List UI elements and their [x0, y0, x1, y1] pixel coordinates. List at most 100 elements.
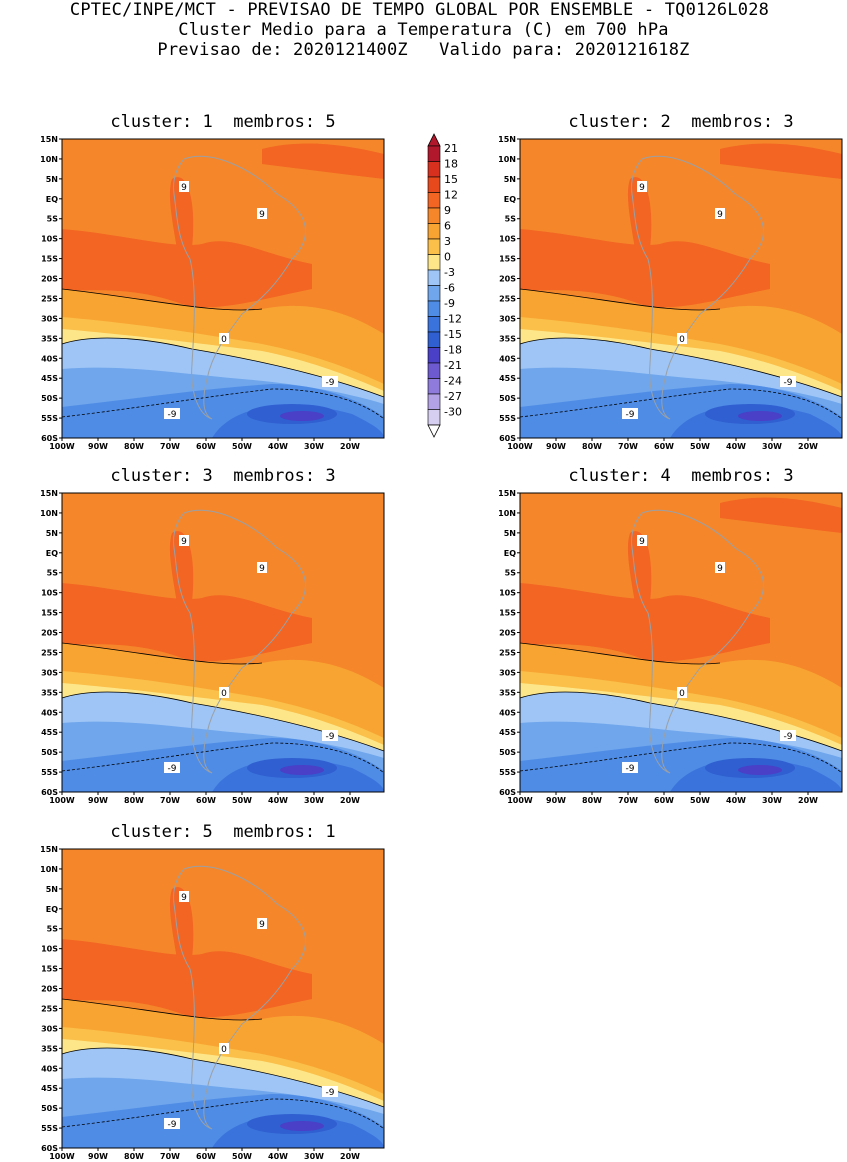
contour-label-neg9: -9 [168, 410, 177, 420]
contour-label-0-box [677, 333, 687, 344]
lat-label: 5S [47, 215, 59, 224]
contour-label-neg9-box [780, 730, 796, 741]
lat-label: 20S [41, 629, 58, 638]
lat-label: 10S [499, 589, 516, 598]
contour-label-9: 9 [181, 183, 187, 193]
lon-label: 80W [124, 796, 144, 805]
lat-label: 45S [41, 1084, 58, 1093]
contour-label-0: 0 [221, 335, 227, 345]
field-warm-12-north [262, 143, 384, 179]
lat-label: 20S [499, 629, 516, 638]
colorbar-swatch [427, 362, 441, 379]
lat-label: EQ [46, 195, 58, 204]
lon-label: 70W [618, 796, 638, 805]
field-warm-12-north [720, 143, 842, 179]
lat-label: 30S [41, 314, 58, 323]
lat-label: 35S [41, 688, 58, 697]
contour-label-neg9: -9 [326, 378, 335, 388]
field-cold-18 [280, 765, 324, 775]
contour-label-neg9: -9 [168, 764, 177, 774]
contour-label-9: 9 [181, 537, 187, 547]
contour-label-neg9-box [780, 376, 796, 387]
lon-label: 40W [268, 796, 288, 805]
lon-label: 40W [268, 442, 288, 451]
field-warm-12-andes [169, 177, 194, 249]
contour-label-neg9: -9 [626, 764, 635, 774]
contour-label-9: 9 [717, 210, 723, 220]
lat-label: 35S [41, 334, 58, 343]
map-plot-area: 9 9 0 -9 -9 15N 10N 5N EQ 5S 10S 15S 20S 25S 30S 35S 40S… [40, 135, 385, 451]
contour-label-9: 9 [639, 183, 645, 193]
contour-label-0-box [219, 687, 229, 698]
lon-label: 100W [49, 442, 75, 451]
lon-label: 90W [546, 796, 566, 805]
colorbar-swatch [427, 378, 441, 395]
field-warm-12-band [62, 229, 312, 308]
lon-label: 70W [160, 796, 180, 805]
lat-label: 10N [40, 509, 58, 518]
map-panel-4: 9 9 0 -9 -9 15N 10N 5N EQ 5S 10S 15S 20S 25S 30S 35S 40S… [498, 489, 843, 805]
lat-label: 55S [41, 414, 58, 423]
lat-label: 5S [47, 925, 59, 934]
field-warm-12-band [62, 583, 312, 662]
lon-label: 60W [196, 796, 216, 805]
lat-label: 5N [46, 529, 58, 538]
contour-label-neg9-box [164, 1118, 180, 1129]
contour-label-neg9: -9 [326, 1088, 335, 1098]
lon-label: 80W [582, 796, 602, 805]
colorbar-label: 9 [444, 204, 451, 217]
lon-label: 60W [196, 442, 216, 451]
lat-label: 25S [41, 294, 58, 303]
colorbar-swatch [427, 176, 441, 193]
lat-label: EQ [504, 549, 516, 558]
field-warm-12-north [720, 497, 842, 533]
colorbar-swatch [427, 192, 441, 209]
lon-label: 50W [232, 796, 252, 805]
contour-label-neg9-box [322, 730, 338, 741]
south-america-outline [631, 155, 764, 420]
colorbar: 21 18 15 12 9 6 3 0 -3 -6 -9 -12 -15 -18 -21 -24 -27 -30 [427, 133, 462, 438]
contour-label-9: 9 [181, 893, 187, 903]
lon-label: 80W [124, 442, 144, 451]
contour-label-0: 0 [679, 689, 685, 699]
lon-label: 50W [232, 442, 252, 451]
lat-label: 10S [41, 235, 58, 244]
lon-label: 30W [762, 442, 782, 451]
contour-neg9-line [61, 742, 385, 774]
plot-frame [61, 848, 385, 1149]
lon-label: 50W [690, 796, 710, 805]
contour-label-neg9-box [164, 762, 180, 773]
lat-label: 55S [499, 414, 516, 423]
lat-label: 40S [499, 708, 516, 717]
panel-4-title: cluster: 4 membros: 3 [568, 466, 794, 486]
lon-label: 30W [304, 442, 324, 451]
field-warm-12-andes [627, 531, 652, 603]
lon-label: 100W [49, 796, 75, 805]
lat-label: 35S [41, 1044, 58, 1053]
map-plot-area: 9 9 0 -9 -9 15N 10N 5N EQ 5S 10S 15S 20S 25S 30S 35S 40S… [498, 489, 843, 805]
lon-label: 30W [304, 796, 324, 805]
lon-label: 90W [546, 442, 566, 451]
colorbar-swatch [427, 223, 441, 240]
map-plot-area: 9 9 0 -9 -9 15N 10N 5N EQ 5S 10S 15S 20S 25S 30S 35S 40S… [40, 845, 385, 1161]
colorbar-label: 6 [444, 220, 451, 233]
lon-label: 90W [88, 796, 108, 805]
colorbar-label: -6 [444, 282, 455, 295]
colorbar-swatch [427, 145, 441, 162]
contour-label-9: 9 [259, 210, 265, 220]
lat-label: 60S [41, 788, 58, 797]
field-warm-12-andes [169, 531, 194, 603]
field-cold-18 [738, 765, 782, 775]
contour-label-9: 9 [717, 564, 723, 574]
contour-label-neg9: -9 [626, 410, 635, 420]
lon-label: 40W [726, 796, 746, 805]
lat-label: 15N [40, 135, 58, 144]
lat-label: 40S [499, 354, 516, 363]
map-panel-2: 9 9 0 -9 -9 15N 10N 5N EQ 5S 10S 15S 20S 25S 30S 35S 40S… [498, 135, 843, 451]
lon-label: 20W [340, 442, 360, 451]
colorbar-label: 15 [444, 173, 458, 186]
map-plot-area: 9 9 0 -9 -9 15N 10N 5N EQ 5S 10S 15S 20S 25S 30S 35S 40S… [40, 489, 385, 805]
lon-label: 70W [160, 442, 180, 451]
plot-frame [61, 138, 385, 439]
lat-label: 30S [499, 668, 516, 677]
